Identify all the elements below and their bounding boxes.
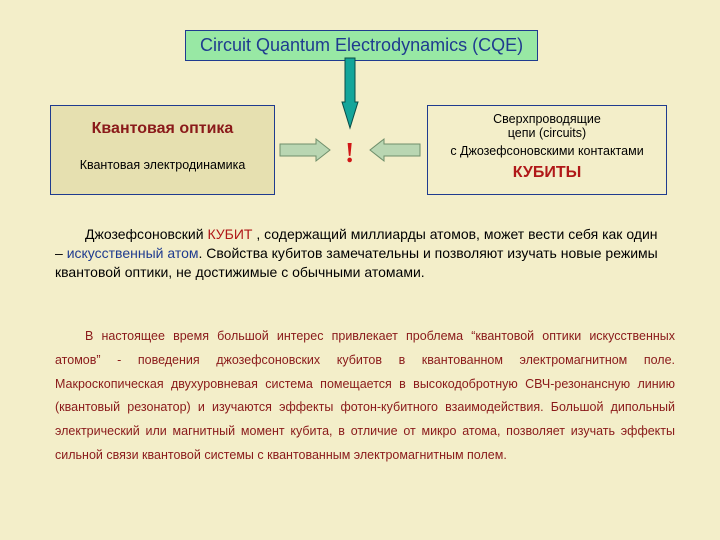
- left-box-sub: Квантовая электродинамика: [57, 158, 268, 172]
- p1-pre: Джозефсоновский: [85, 226, 207, 242]
- right-box-line1: Сверхпроводящие: [434, 112, 660, 126]
- paragraph-1: Джозефсоновский КУБИТ , содержащий милли…: [55, 225, 665, 282]
- slide: Circuit Quantum Electrodynamics (CQE) Кв…: [0, 0, 720, 540]
- left-concept-box: Квантовая оптика Квантовая электродинами…: [50, 105, 275, 195]
- left-box-heading: Квантовая оптика: [57, 120, 268, 138]
- right-box-line3: с Джозефсоновскими контактами: [434, 144, 660, 158]
- paragraph-2: В настоящее время большой интерес привле…: [55, 325, 675, 468]
- right-box-kubity: КУБИТЫ: [434, 164, 660, 182]
- arrow-right-icon: [344, 124, 446, 176]
- arrow-left-icon: [254, 124, 356, 176]
- p1-keyword-kubit: КУБИТ: [207, 226, 252, 242]
- right-box-line2: цепи (circuits): [434, 126, 660, 140]
- p2-text: В настоящее время большой интерес привле…: [55, 329, 675, 462]
- right-concept-box: Сверхпроводящие цепи (circuits) с Джозеф…: [427, 105, 667, 195]
- p1-keyword-atom: искусственный атом: [67, 245, 199, 261]
